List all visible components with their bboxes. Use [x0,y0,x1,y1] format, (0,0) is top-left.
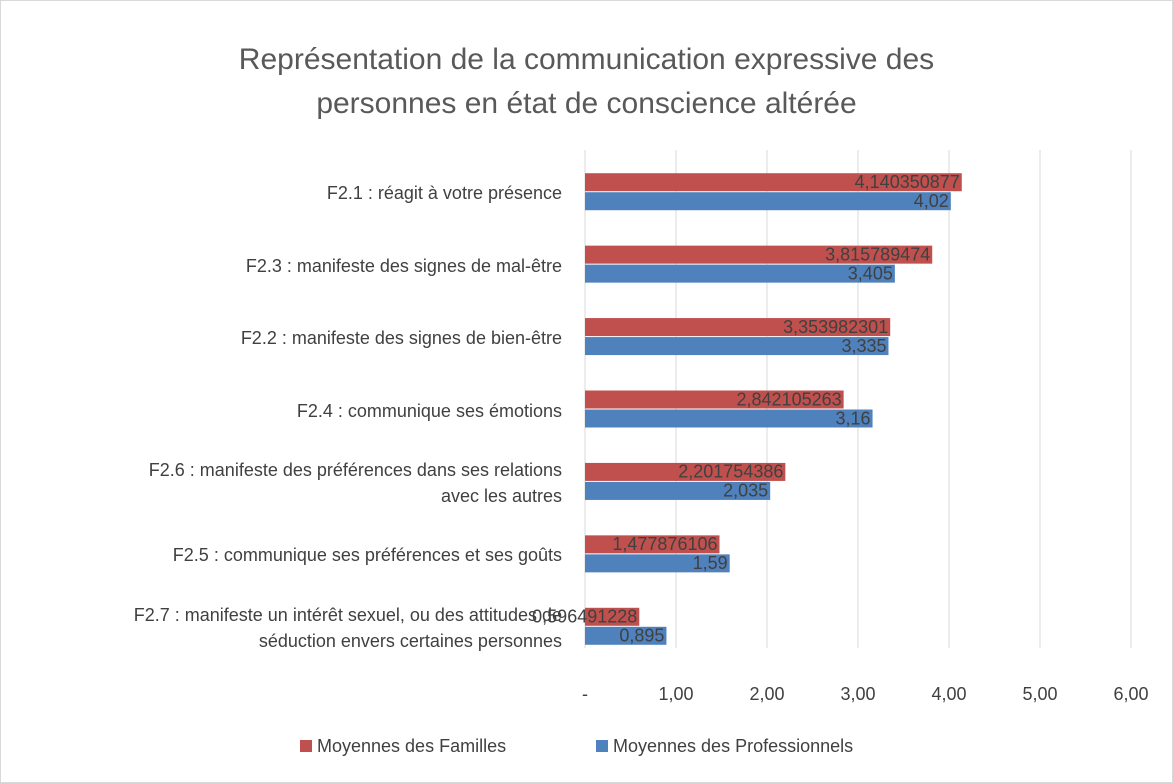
value-label: 3,353982301 [783,317,888,337]
x-tick-label: 1,00 [658,684,693,704]
bar [585,481,771,500]
x-tick-label: 5,00 [1022,684,1057,704]
y-tick-label: F2.3 : manifeste des signes de mal-être [245,255,562,276]
value-label: 4,140350877 [855,172,960,192]
y-tick-label: F2.1 : réagit à votre présence [326,183,562,204]
y-tick-label: F2.5 : communique ses préférences et ses… [172,545,562,566]
bar [585,318,891,337]
legend-swatch [300,740,312,752]
bar [585,607,640,626]
value-label: 2,035 [723,481,768,501]
bar [585,462,786,481]
x-tick-label: 6,00 [1113,684,1148,704]
bar [585,192,951,211]
legend-label: Moyennes des Professionnels [613,736,853,756]
x-tick-label: - [582,684,588,704]
bar [585,535,720,554]
x-tick-label: 2,00 [749,684,784,704]
y-tick-label: F2.6 : manifeste des préférences dans se… [148,459,562,506]
bar [585,409,873,428]
value-label: 0,596491228 [532,607,637,627]
bar [585,264,895,283]
y-tick-label: F2.4 : communique ses émotions [296,400,562,421]
bar [585,626,667,645]
value-label: 3,815789474 [825,244,930,264]
bar [585,554,730,573]
value-label: 1,477876106 [612,534,717,554]
legend-swatch [596,740,608,752]
chart-title: Représentation de la communication expre… [238,43,935,120]
bar [585,390,844,409]
legend-label: Moyennes des Familles [317,736,506,756]
value-label: 3,405 [848,263,893,283]
bar [585,245,933,264]
y-tick-label: F2.7 : manifeste un intérêt sexuel, ou d… [133,604,562,651]
value-label: 4,02 [914,191,949,211]
value-label: 3,335 [841,336,886,356]
bar [585,337,889,356]
x-tick-label: 3,00 [840,684,875,704]
value-label: 2,201754386 [678,462,783,482]
value-label: 3,16 [836,408,871,428]
value-label: 2,842105263 [737,389,842,409]
bar [585,173,962,192]
x-tick-label: 4,00 [931,684,966,704]
value-label: 0,895 [619,626,664,646]
value-label: 1,59 [693,553,728,573]
y-tick-label: F2.2 : manifeste des signes de bien-être [240,328,562,349]
